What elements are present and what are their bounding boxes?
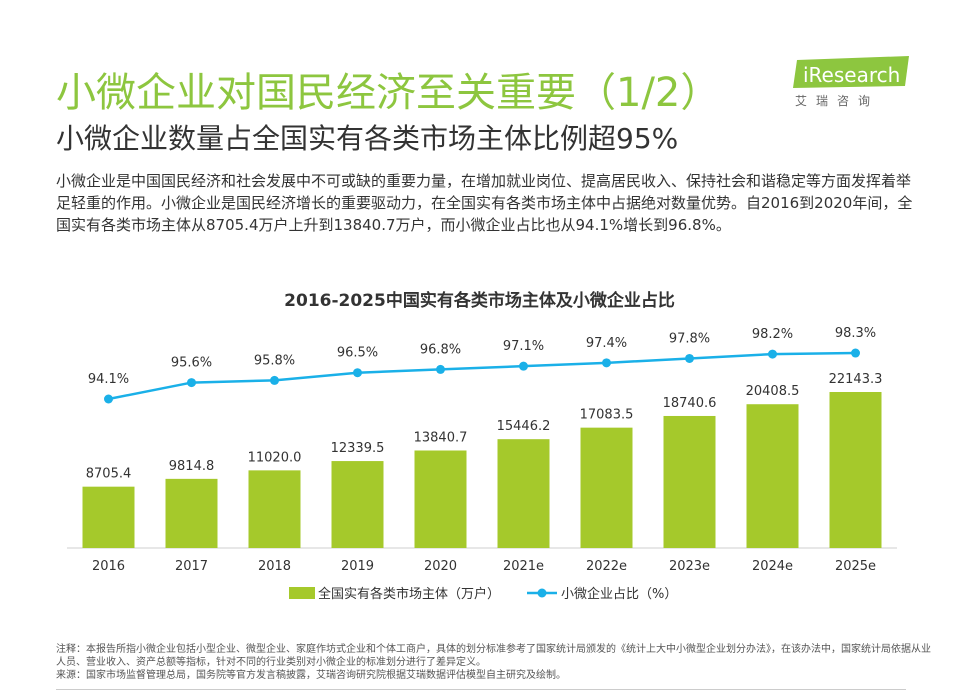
bottom-divider bbox=[56, 689, 906, 690]
bar bbox=[165, 478, 218, 548]
line-series bbox=[108, 351, 856, 401]
bar bbox=[331, 461, 384, 548]
footnote-note: 注释：本报告所指小微企业包括小型企业、微型企业、家庭作坊式企业和个体工商户，具体… bbox=[56, 644, 931, 668]
x-tick-label: 2024e bbox=[752, 559, 793, 574]
bar-data-label: 22143.3 bbox=[829, 372, 883, 387]
line-data-label: 98.3% bbox=[835, 326, 876, 341]
bar-data-label: 11020.0 bbox=[248, 450, 302, 465]
x-tick-label: 2020 bbox=[424, 559, 457, 574]
bar-data-label: 13840.7 bbox=[414, 430, 468, 445]
footnote: 注释：本报告所指小微企业包括小型企业、微型企业、家庭作坊式企业和个体工商户，具体… bbox=[56, 643, 936, 682]
legend-bar-label: 全国实有各类市场主体（万户） bbox=[318, 586, 500, 602]
bar-data-label: 8705.4 bbox=[86, 467, 132, 482]
bar bbox=[497, 439, 550, 548]
bar bbox=[82, 486, 135, 548]
line-point bbox=[519, 361, 528, 371]
legend-line-label: 小微企业占比（%） bbox=[561, 586, 677, 602]
line-point bbox=[353, 368, 362, 378]
line-point bbox=[187, 378, 196, 388]
bar-data-label: 15446.2 bbox=[497, 419, 551, 434]
page-title: 小微企业对国民经济至关重要（1/2） bbox=[56, 70, 721, 116]
line-data-label: 97.1% bbox=[503, 339, 544, 354]
bar-data-label: 9814.8 bbox=[169, 459, 215, 474]
line-data-label: 97.4% bbox=[586, 336, 627, 351]
logo-cn-text: 艾瑞咨询 bbox=[795, 94, 880, 108]
bar bbox=[580, 427, 633, 548]
line-data-label: 95.6% bbox=[171, 356, 212, 371]
bar bbox=[829, 392, 882, 548]
line-point bbox=[436, 364, 445, 374]
line-data-label: 96.8% bbox=[420, 342, 461, 357]
bar-data-label: 12339.5 bbox=[331, 441, 385, 456]
bar bbox=[248, 470, 301, 548]
x-tick-label: 2025e bbox=[835, 559, 876, 574]
bar bbox=[746, 404, 799, 548]
line-data-label: 95.8% bbox=[254, 353, 295, 368]
bar-data-label: 20408.5 bbox=[746, 384, 800, 399]
bar bbox=[414, 450, 467, 548]
line-data-label: 97.8% bbox=[669, 331, 710, 346]
chart-title: 2016-2025中国实有各类市场主体及小微企业占比 bbox=[284, 291, 675, 311]
logo-badge-shape bbox=[793, 56, 909, 88]
x-tick-label: 2017 bbox=[175, 559, 208, 574]
x-tick-label: 2021e bbox=[503, 559, 544, 574]
x-tick-label: 2019 bbox=[341, 559, 374, 574]
line-data-label: 96.5% bbox=[337, 346, 378, 361]
iresearch-logo: iResearch 艾瑞咨询 bbox=[793, 54, 913, 108]
description-paragraph: 小微企业是中国国民经济和社会发展中不可或缺的重要力量，在增加就业岗位、提高居民收… bbox=[56, 172, 913, 234]
legend-bar-swatch bbox=[289, 587, 315, 599]
footnote-source: 来源：国家市场监督管理总局，国务院等官方发言稿披露，艾瑞咨询研究院根据艾瑞数据评… bbox=[56, 670, 566, 681]
bar-data-label: 18740.6 bbox=[663, 396, 717, 411]
bar bbox=[663, 415, 716, 548]
bar-data-label: 17083.5 bbox=[580, 408, 634, 423]
line-point bbox=[685, 353, 694, 363]
line-point bbox=[270, 375, 279, 385]
chart-canvas: 8705.4 2016 9814.8 2017 11020.0 2018 12339.5 20… bbox=[67, 326, 897, 602]
x-tick-label: 2022e bbox=[586, 559, 627, 574]
line-data-label: 98.2% bbox=[752, 327, 793, 342]
page-subtitle: 小微企业数量占全国实有各类市场主体比例超95% bbox=[56, 122, 679, 155]
x-tick-label: 2023e bbox=[669, 559, 710, 574]
logo-brand-text: iResearch bbox=[803, 63, 901, 87]
line-point bbox=[602, 358, 611, 368]
line-point bbox=[851, 348, 860, 358]
line-point bbox=[768, 349, 777, 359]
x-tick-label: 2016 bbox=[92, 559, 125, 574]
line-point bbox=[104, 394, 113, 404]
legend-line-marker bbox=[537, 588, 547, 598]
x-tick-label: 2018 bbox=[258, 559, 291, 574]
line-data-label: 94.1% bbox=[88, 372, 129, 387]
